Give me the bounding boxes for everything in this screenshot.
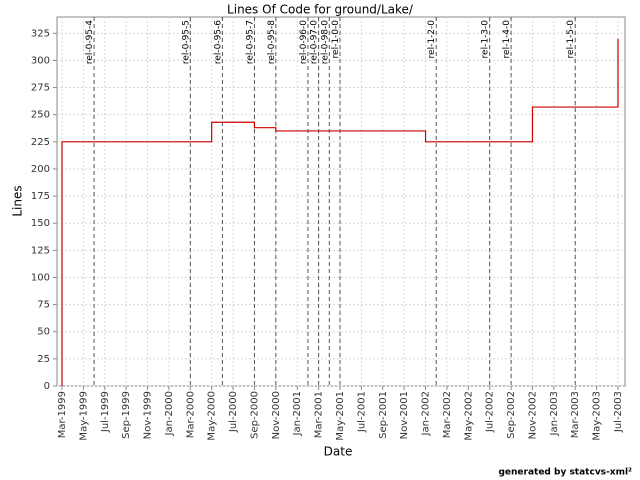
release-label: rel-0-95-7 bbox=[245, 20, 255, 64]
x-tick-label: May-2002 bbox=[463, 391, 474, 441]
y-tick-label: 0 bbox=[44, 381, 50, 392]
x-axis-title: Date bbox=[324, 445, 353, 459]
release-label: rel-0-98-0 bbox=[320, 20, 330, 64]
x-tick-label: Mar-2003 bbox=[570, 391, 581, 438]
chart-title: Lines Of Code for ground/Lake/ bbox=[227, 3, 414, 17]
x-tick-label: Mar-1999 bbox=[57, 391, 68, 438]
x-tick-label: Nov-2001 bbox=[399, 391, 410, 439]
x-tick-label: Nov-1999 bbox=[143, 391, 154, 439]
x-tick-label: Sep-1999 bbox=[121, 391, 132, 439]
x-tick-label: Mar-2000 bbox=[185, 391, 196, 438]
y-tick-label: 150 bbox=[31, 218, 50, 229]
x-tick-label: May-2003 bbox=[592, 391, 603, 441]
y-tick-label: 75 bbox=[37, 300, 50, 311]
x-tick-label: Jul-2003 bbox=[613, 391, 624, 433]
plot-area bbox=[56, 16, 626, 387]
release-label: rel-1-4-0 bbox=[502, 20, 512, 59]
release-label: rel-1-5-0 bbox=[566, 20, 576, 59]
release-label: rel-1-3-0 bbox=[481, 20, 491, 59]
x-tick-label: Jan-2001 bbox=[292, 391, 303, 436]
y-axis-title: Lines bbox=[11, 185, 25, 216]
release-label: rel-0-96-0 bbox=[299, 20, 309, 64]
y-tick-label: 50 bbox=[37, 327, 50, 338]
x-tick-label: Jul-2000 bbox=[228, 391, 239, 433]
x-tick-label: Jan-2002 bbox=[421, 391, 432, 436]
release-label: rel-1-2-0 bbox=[427, 20, 437, 59]
x-tick-label: May-2001 bbox=[335, 391, 346, 441]
x-tick-label: Sep-2002 bbox=[506, 391, 517, 439]
release-label: rel-0-95-4 bbox=[85, 20, 95, 64]
x-tick-label: Jul-1999 bbox=[100, 391, 111, 433]
x-tick-label: May-1999 bbox=[78, 391, 89, 441]
x-tick-label: Jan-2000 bbox=[164, 391, 175, 436]
x-tick-label: Jul-2001 bbox=[356, 391, 367, 433]
release-label: rel-0-97-0 bbox=[310, 20, 320, 64]
release-label: rel-0-95-8 bbox=[267, 20, 277, 64]
y-tick-label: 250 bbox=[31, 110, 50, 121]
x-tick-label: Mar-2002 bbox=[442, 391, 453, 438]
y-tick-label: 275 bbox=[31, 83, 50, 94]
y-tick-label: 200 bbox=[31, 164, 50, 175]
x-tick-label: Nov-2000 bbox=[271, 391, 282, 439]
x-tick-label: Sep-2000 bbox=[249, 391, 260, 439]
y-tick-label: 100 bbox=[31, 272, 50, 283]
y-tick-label: 225 bbox=[31, 137, 50, 148]
x-tick-label: Sep-2001 bbox=[378, 391, 389, 439]
y-tick-label: 325 bbox=[31, 28, 50, 39]
data-line bbox=[61, 38, 619, 386]
y-tick-label: 125 bbox=[31, 245, 50, 256]
y-tick-label: 25 bbox=[37, 354, 50, 365]
release-label: rel-1-0-0 bbox=[331, 20, 341, 59]
y-tick-label: 175 bbox=[31, 191, 50, 202]
x-tick-label: Jan-2003 bbox=[549, 391, 560, 436]
x-tick-label: Mar-2001 bbox=[314, 391, 325, 438]
release-label: rel-0-95-6 bbox=[213, 20, 223, 64]
footer: generated by statcvs-xml² bbox=[498, 468, 632, 478]
x-tick-label: Nov-2002 bbox=[527, 391, 538, 439]
y-tick-label: 300 bbox=[31, 55, 50, 66]
x-tick-label: May-2000 bbox=[207, 391, 218, 441]
x-tick-label: Jul-2002 bbox=[485, 391, 496, 433]
release-label: rel-0-95-5 bbox=[181, 20, 191, 64]
